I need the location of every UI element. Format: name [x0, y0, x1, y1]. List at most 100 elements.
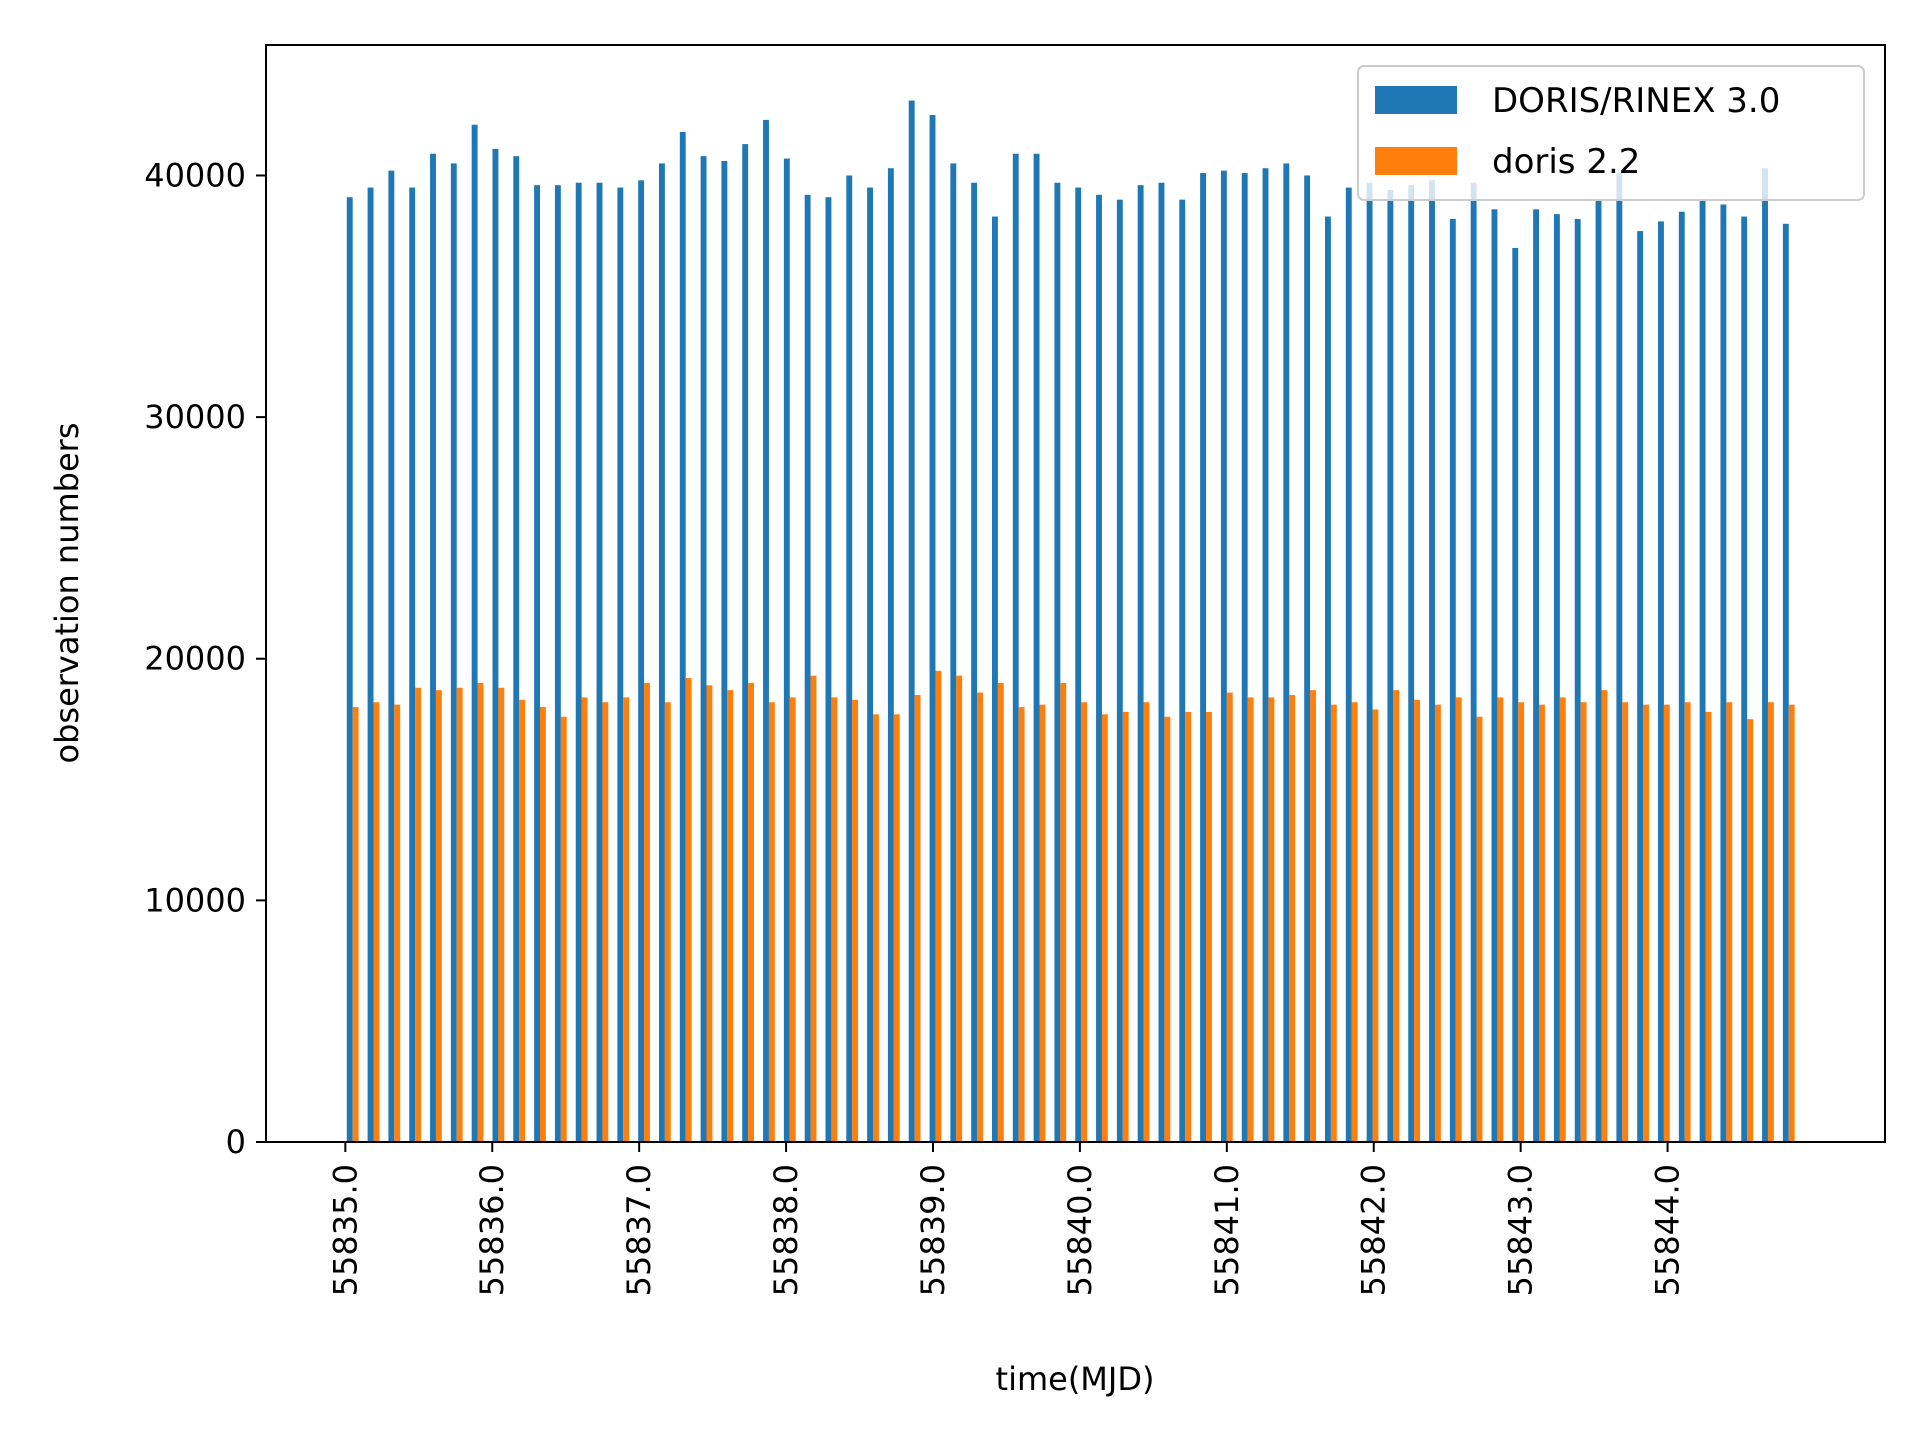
- bar-doris-rinex-3-0: [575, 182, 582, 1143]
- x-tick-label: 55843.0: [1502, 1164, 1540, 1296]
- bar-doris-2-2: [852, 699, 859, 1142]
- bar-doris-2-2: [1580, 702, 1587, 1142]
- x-tick-label: 55836.0: [473, 1164, 511, 1296]
- bar-doris-2-2: [1039, 704, 1046, 1142]
- x-tick-label: 55835.0: [326, 1164, 364, 1296]
- bar-doris-2-2: [1705, 711, 1712, 1142]
- bar-doris-rinex-3-0: [1491, 209, 1498, 1142]
- bar-doris-2-2: [664, 702, 671, 1142]
- x-tick-label: 55844.0: [1649, 1164, 1687, 1296]
- bar-doris-rinex-3-0: [763, 119, 769, 1142]
- bar-doris-rinex-3-0: [1033, 153, 1040, 1143]
- legend: DORIS/RINEX 3.0 doris 2.2: [1357, 65, 1865, 201]
- bar-doris-2-2: [644, 682, 650, 1142]
- bar-doris-2-2: [1018, 707, 1025, 1142]
- bar-doris-rinex-3-0: [721, 160, 728, 1143]
- bar-doris-2-2: [1767, 702, 1774, 1142]
- bar-doris-2-2: [1393, 690, 1400, 1142]
- bar-doris-rinex-3-0: [659, 163, 665, 1142]
- bar-doris-2-2: [394, 704, 401, 1142]
- bar-doris-rinex-3-0: [908, 100, 915, 1143]
- bar-doris-rinex-3-0: [617, 187, 624, 1142]
- bar-doris-rinex-3-0: [638, 180, 645, 1142]
- x-tick-label: 55841.0: [1208, 1164, 1246, 1296]
- bar-doris-2-2: [1122, 711, 1129, 1142]
- bar-doris-rinex-3-0: [1075, 187, 1082, 1142]
- bar-doris-2-2: [1518, 702, 1525, 1142]
- bar-doris-2-2: [352, 707, 359, 1142]
- bar-doris-2-2: [831, 697, 838, 1142]
- y-axis-label: observation numbers: [48, 423, 86, 764]
- y-tick-label: 20000: [144, 640, 246, 678]
- bar-doris-rinex-3-0: [1200, 173, 1207, 1142]
- bar-doris-rinex-3-0: [804, 194, 811, 1142]
- bar-doris-2-2: [1497, 697, 1504, 1142]
- bar-doris-rinex-3-0: [992, 216, 998, 1142]
- bar-doris-2-2: [602, 702, 609, 1142]
- bar-doris-2-2: [373, 702, 380, 1142]
- bar-doris-2-2: [1747, 719, 1754, 1142]
- bar-doris-2-2: [727, 690, 734, 1142]
- x-tick-label: 55842.0: [1355, 1164, 1393, 1296]
- bar-doris-2-2: [1788, 704, 1795, 1142]
- bar-doris-2-2: [1601, 690, 1608, 1142]
- bar-doris-2-2: [623, 697, 630, 1142]
- bar-doris-rinex-3-0: [1345, 187, 1352, 1142]
- bar-doris-2-2: [415, 687, 421, 1142]
- bar-doris-rinex-3-0: [1158, 182, 1165, 1143]
- bar-doris-rinex-3-0: [1116, 199, 1123, 1142]
- bar-doris-2-2: [1060, 682, 1067, 1142]
- x-axis-label: time(MJD): [996, 1360, 1155, 1398]
- bar-doris-2-2: [893, 714, 900, 1142]
- bar-doris-2-2: [914, 694, 921, 1142]
- legend-box: [1357, 65, 1865, 201]
- bar-doris-2-2: [1289, 694, 1296, 1142]
- bar-doris-rinex-3-0: [409, 187, 416, 1142]
- bar-doris-2-2: [997, 682, 1004, 1142]
- x-tick-label: 55839.0: [914, 1164, 952, 1296]
- bar-doris-2-2: [935, 670, 942, 1142]
- bar-doris-2-2: [1559, 697, 1566, 1142]
- bar-doris-rinex-3-0: [492, 148, 499, 1142]
- bar-doris-rinex-3-0: [346, 197, 353, 1143]
- bar-doris-2-2: [768, 702, 775, 1142]
- bar-doris-2-2: [1414, 699, 1421, 1142]
- bar-doris-2-2: [540, 707, 546, 1142]
- bar-doris-2-2: [748, 682, 755, 1142]
- y-tick-label: 0: [226, 1123, 246, 1161]
- bar-doris-rinex-3-0: [1429, 180, 1435, 1142]
- bar-doris-2-2: [789, 697, 796, 1142]
- bar-doris-rinex-3-0: [742, 144, 749, 1142]
- bar-doris-rinex-3-0: [1512, 247, 1519, 1143]
- bar-doris-rinex-3-0: [1449, 218, 1456, 1143]
- bar-doris-rinex-3-0: [887, 168, 894, 1143]
- bar-doris-rinex-3-0: [783, 158, 790, 1142]
- x-axis-ticks: 55835.0 55836.0 55837.0 55838.0 55839.0 55840…: [326, 1142, 1687, 1296]
- bar-doris-rinex-3-0: [1137, 185, 1144, 1142]
- bar-doris-2-2: [498, 687, 505, 1142]
- plot-frame: [265, 44, 1886, 1143]
- bar-doris-rinex-3-0: [1096, 194, 1102, 1142]
- bar-doris-2-2: [1372, 709, 1379, 1142]
- bar-doris-2-2: [1164, 716, 1171, 1142]
- bar-doris-rinex-3-0: [929, 115, 936, 1143]
- bar-doris-rinex-3-0: [1470, 182, 1477, 1143]
- bar-doris-2-2: [1539, 704, 1545, 1142]
- y-tick-label: 40000: [144, 156, 246, 194]
- x-tick-label: 55840.0: [1061, 1164, 1099, 1296]
- bar-doris-rinex-3-0: [1658, 221, 1664, 1142]
- bar-doris-rinex-3-0: [1741, 216, 1748, 1142]
- bar-doris-2-2: [1643, 704, 1649, 1142]
- y-tick-label: 10000: [144, 881, 246, 919]
- bar-doris-rinex-3-0: [700, 156, 707, 1142]
- bar-doris-2-2: [1455, 697, 1462, 1142]
- bar-doris-2-2: [873, 714, 879, 1142]
- bar-doris-rinex-3-0: [1012, 153, 1019, 1143]
- legend-label-doris-2-2: doris 2.2: [1492, 142, 1640, 182]
- x-tick-label: 55837.0: [620, 1164, 658, 1296]
- bar-doris-rinex-3-0: [471, 124, 478, 1143]
- bar-doris-rinex-3-0: [1782, 223, 1789, 1142]
- bar-doris-rinex-3-0: [1179, 199, 1186, 1142]
- bar-doris-rinex-3-0: [1325, 216, 1331, 1142]
- bar-doris-rinex-3-0: [950, 163, 957, 1142]
